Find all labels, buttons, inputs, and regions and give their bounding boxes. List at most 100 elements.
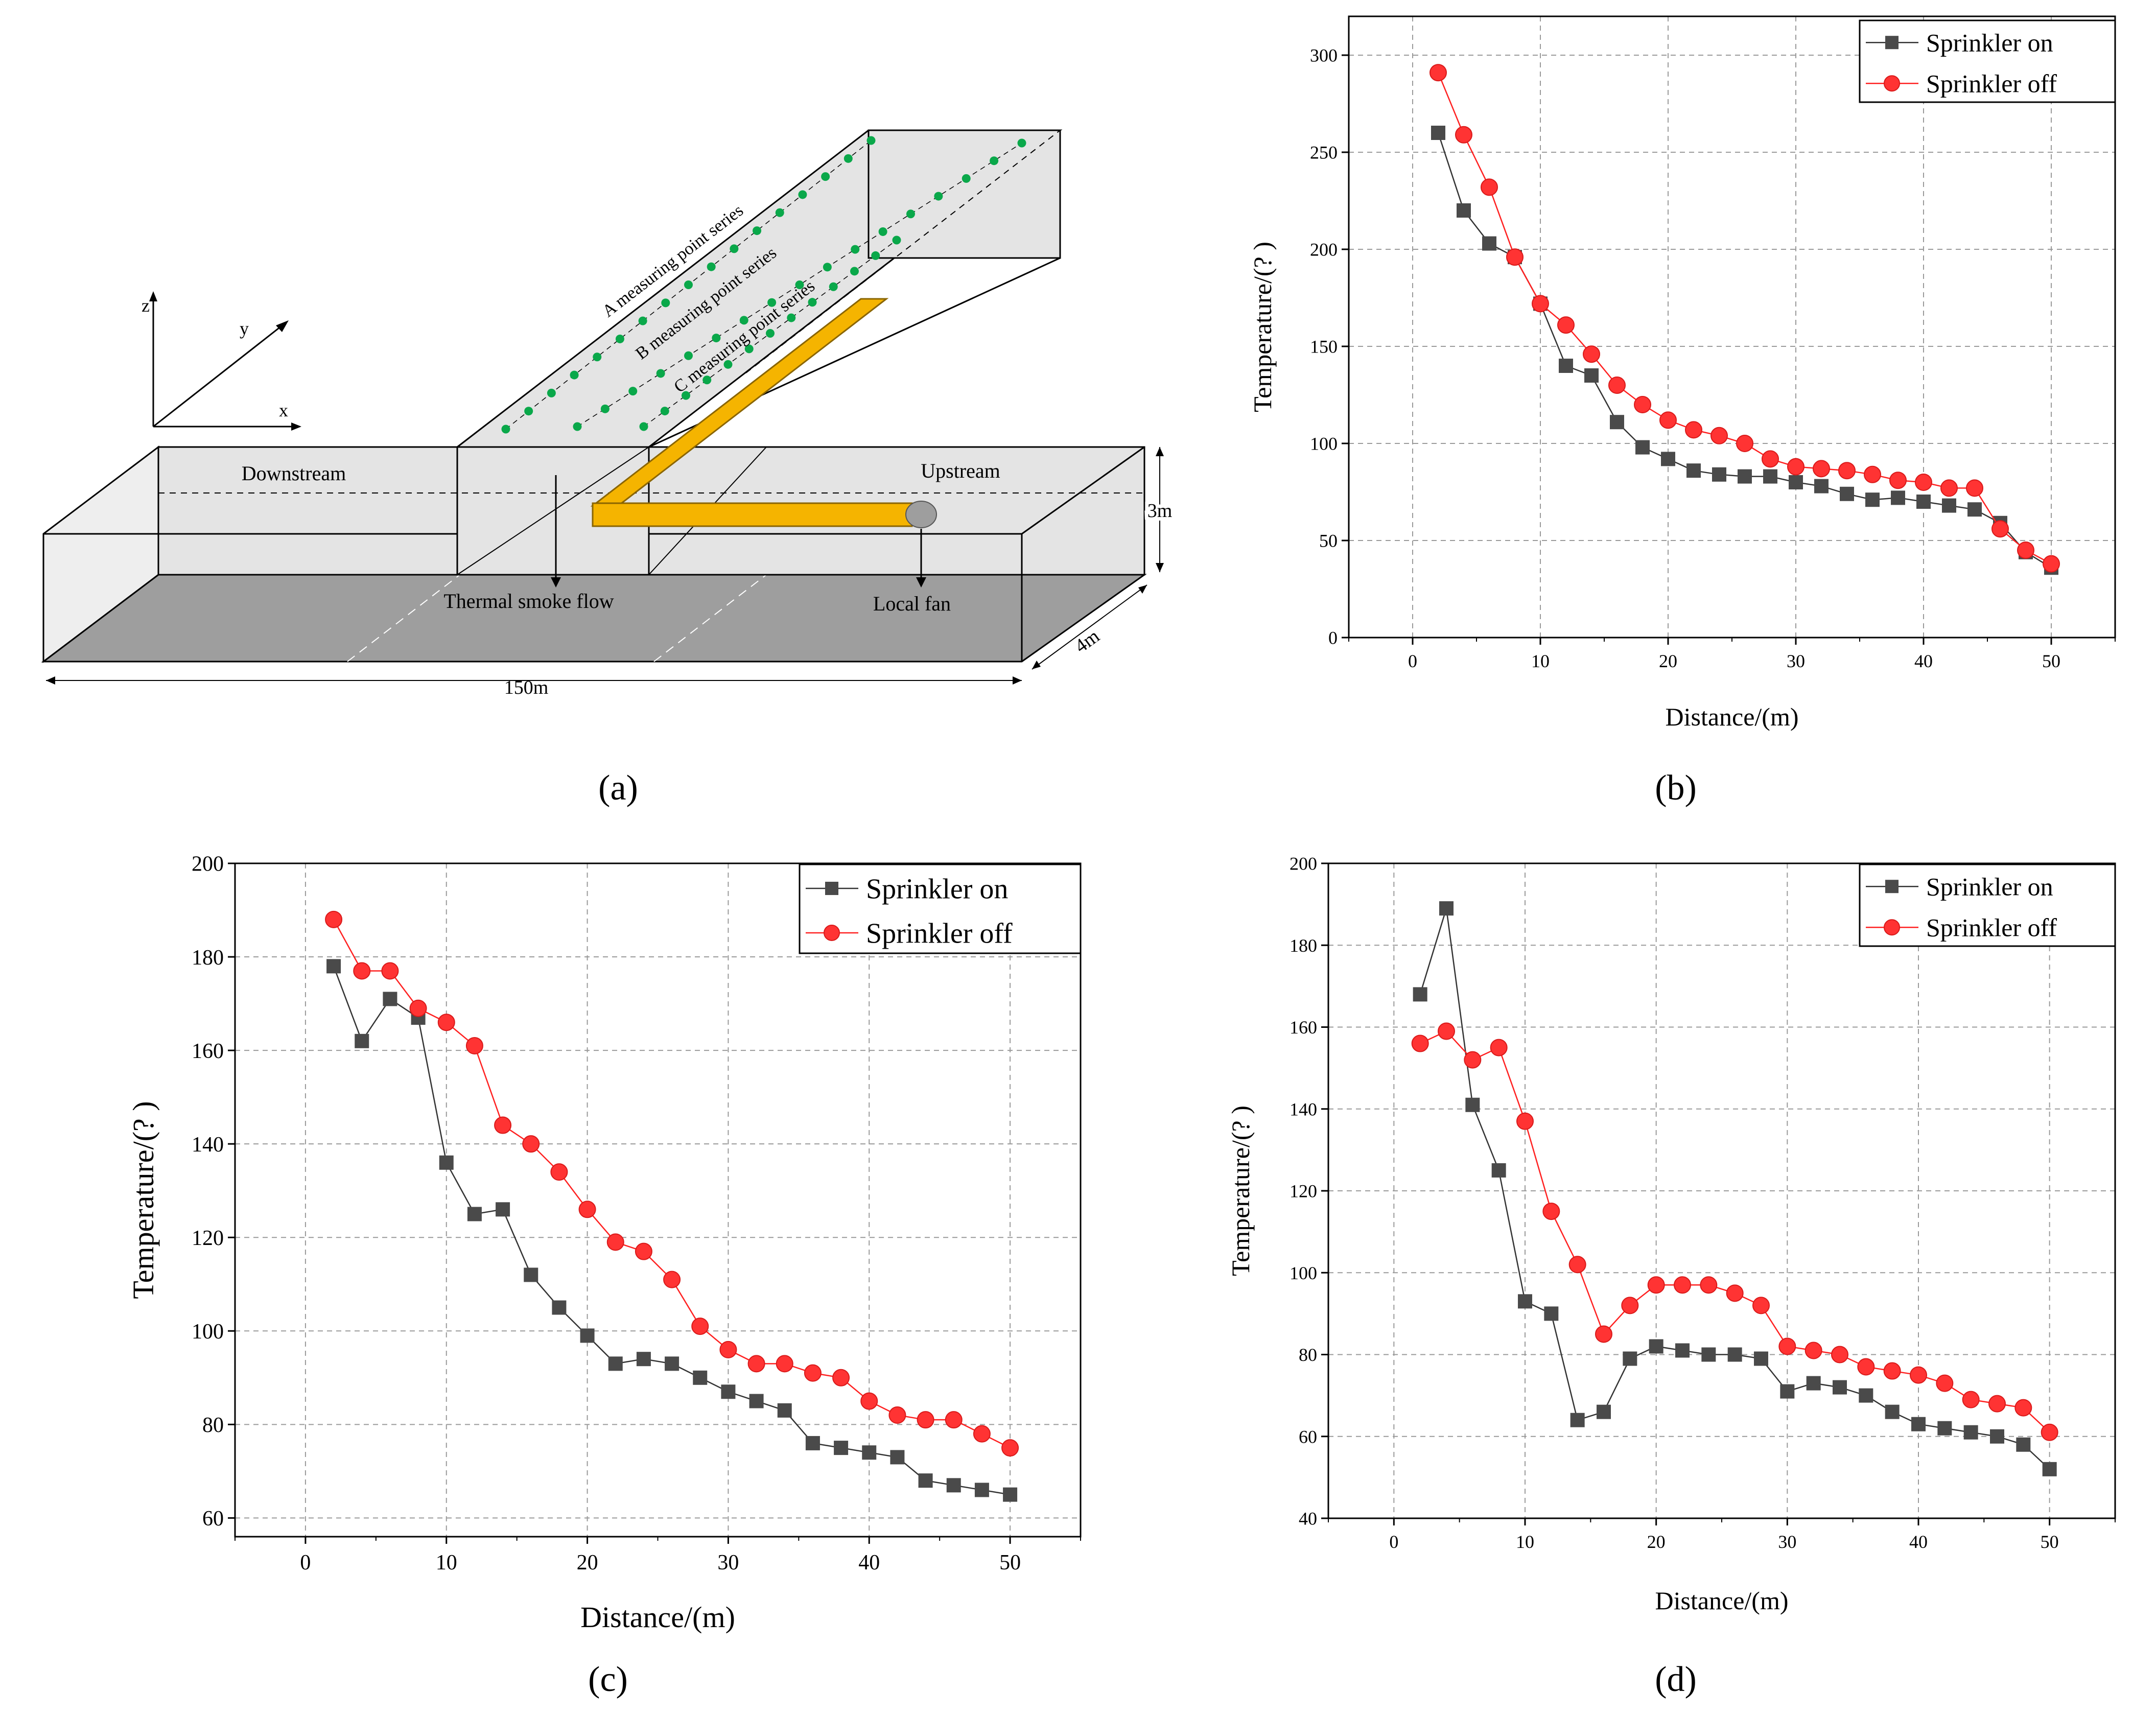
measuring-line	[577, 143, 1022, 427]
measuring-point	[573, 422, 582, 431]
y-tick-label: 50	[1319, 531, 1338, 551]
data-point-square	[608, 1356, 623, 1371]
y-axis-title: Temperature/(? )	[1248, 242, 1277, 412]
upstream-label: Upstream	[921, 459, 1000, 482]
data-point-circle	[1438, 1022, 1455, 1040]
x-tick-label: 0	[300, 1551, 311, 1574]
data-point-square	[1584, 368, 1599, 383]
data-point-circle	[1778, 1337, 1796, 1355]
measuring-point	[878, 227, 887, 236]
measuring-point	[600, 404, 610, 413]
data-point-circle	[353, 962, 371, 980]
z-axis-arrowhead	[149, 291, 157, 301]
measuring-point	[639, 422, 648, 431]
dim-arrowhead	[1013, 676, 1022, 685]
y-tick-label: 100	[192, 1320, 224, 1344]
data-point-square	[1738, 469, 1752, 484]
data-point-square	[524, 1267, 538, 1282]
legend-marker-square	[825, 881, 838, 895]
data-point-square	[1439, 901, 1454, 916]
measuring-point	[866, 136, 876, 145]
dim-arrowhead	[1156, 563, 1164, 572]
panel-label-d: (d)	[1655, 1660, 1697, 1699]
data-point-square	[1891, 490, 1905, 505]
data-point-circle	[325, 910, 343, 928]
y-axis-title: Temperature/(? )	[127, 1101, 160, 1299]
data-point-circle	[1726, 1284, 1744, 1302]
data-point-square	[326, 959, 341, 974]
measuring-point	[661, 298, 670, 308]
data-point-circle	[1966, 479, 1983, 497]
data-point-circle	[1464, 1051, 1482, 1069]
data-point-circle	[1940, 479, 1958, 497]
data-point-circle	[1506, 248, 1524, 266]
data-point-circle	[1659, 411, 1677, 429]
measuring-point	[850, 267, 859, 276]
y-tick-label: 250	[1310, 143, 1338, 163]
x-tick-label: 10	[1516, 1532, 1534, 1552]
x-tick-label: 20	[1647, 1532, 1666, 1552]
y-tick-label: 60	[1299, 1426, 1317, 1447]
data-point-circle	[1532, 295, 1549, 313]
data-point-square	[1859, 1388, 1873, 1403]
measuring-point	[702, 375, 712, 385]
measuring-point	[990, 156, 999, 166]
data-point-square	[1675, 1343, 1690, 1358]
measuring-point	[753, 226, 762, 236]
data-point-circle	[1736, 435, 1753, 452]
data-point-circle	[1915, 474, 1932, 491]
measuring-point	[871, 251, 880, 260]
dim-arrowhead	[46, 676, 55, 685]
data-point-circle	[917, 1411, 934, 1429]
floor-dash	[653, 574, 767, 662]
panel-label-a: (a)	[598, 768, 638, 808]
data-point-circle	[719, 1341, 737, 1358]
data-point-circle	[409, 999, 427, 1017]
data-point-circle	[1962, 1391, 1980, 1408]
data-point-square	[1570, 1413, 1585, 1427]
legend-box	[1859, 19, 2116, 103]
measuring-point	[524, 407, 533, 416]
x-tick-label: 50	[999, 1551, 1021, 1574]
data-point-square	[580, 1328, 595, 1343]
data-point-square	[1003, 1487, 1018, 1502]
downstream-label: Downstream	[242, 462, 346, 485]
y-tick-label: 80	[202, 1414, 224, 1437]
chart-panel-d: 0 10 20 30 40 50 40 60 80 100 120 140 160 180 200 Dista…	[1226, 854, 2116, 1615]
measuring-points	[501, 136, 1026, 434]
x-tick-label: 50	[2041, 1532, 2059, 1552]
data-point-square	[1727, 1347, 1742, 1362]
data-point-circle	[663, 1271, 681, 1288]
measuring-point	[798, 190, 807, 199]
data-point-circle	[1481, 178, 1498, 196]
data-point-circle	[1490, 1039, 1508, 1056]
data-point-square	[862, 1445, 877, 1460]
data-point-circle	[494, 1116, 512, 1134]
chart-panel-c: 0 10 20 30 40 50 60 80 100 120 140 160 180 200 Distanc…	[127, 853, 1082, 1634]
width-label: 4m	[1071, 625, 1104, 657]
x-tick-label: 10	[436, 1551, 457, 1574]
y-tick-label: 160	[1290, 1017, 1317, 1038]
y-tick-label: 200	[1290, 854, 1317, 874]
measuring-point	[570, 370, 579, 380]
measuring-point	[766, 329, 775, 338]
y-tick-label: 0	[1328, 628, 1338, 648]
x-tick-label: 0	[1389, 1532, 1398, 1552]
legend-label: Sprinkler on	[1926, 29, 2053, 57]
data-point-circle	[1700, 1276, 1718, 1294]
smoke-flow-arrowhead	[551, 577, 561, 587]
legend-label: Sprinkler on	[1926, 873, 2053, 901]
dim-arrowhead	[1032, 661, 1041, 669]
y-tick-label: 120	[1290, 1181, 1317, 1202]
data-point-circle	[945, 1411, 963, 1429]
tunnel-floor	[41, 574, 1147, 663]
dim-arrowhead	[1156, 447, 1164, 456]
data-point-square	[1544, 1306, 1559, 1321]
data-point-circle	[1857, 1358, 1875, 1376]
x-tick-label: 40	[858, 1551, 880, 1574]
data-point-circle	[1583, 345, 1600, 363]
x-tick-label: 30	[717, 1551, 739, 1574]
x-tick-label: 50	[2042, 651, 2060, 671]
data-point-circle	[1685, 421, 1702, 439]
